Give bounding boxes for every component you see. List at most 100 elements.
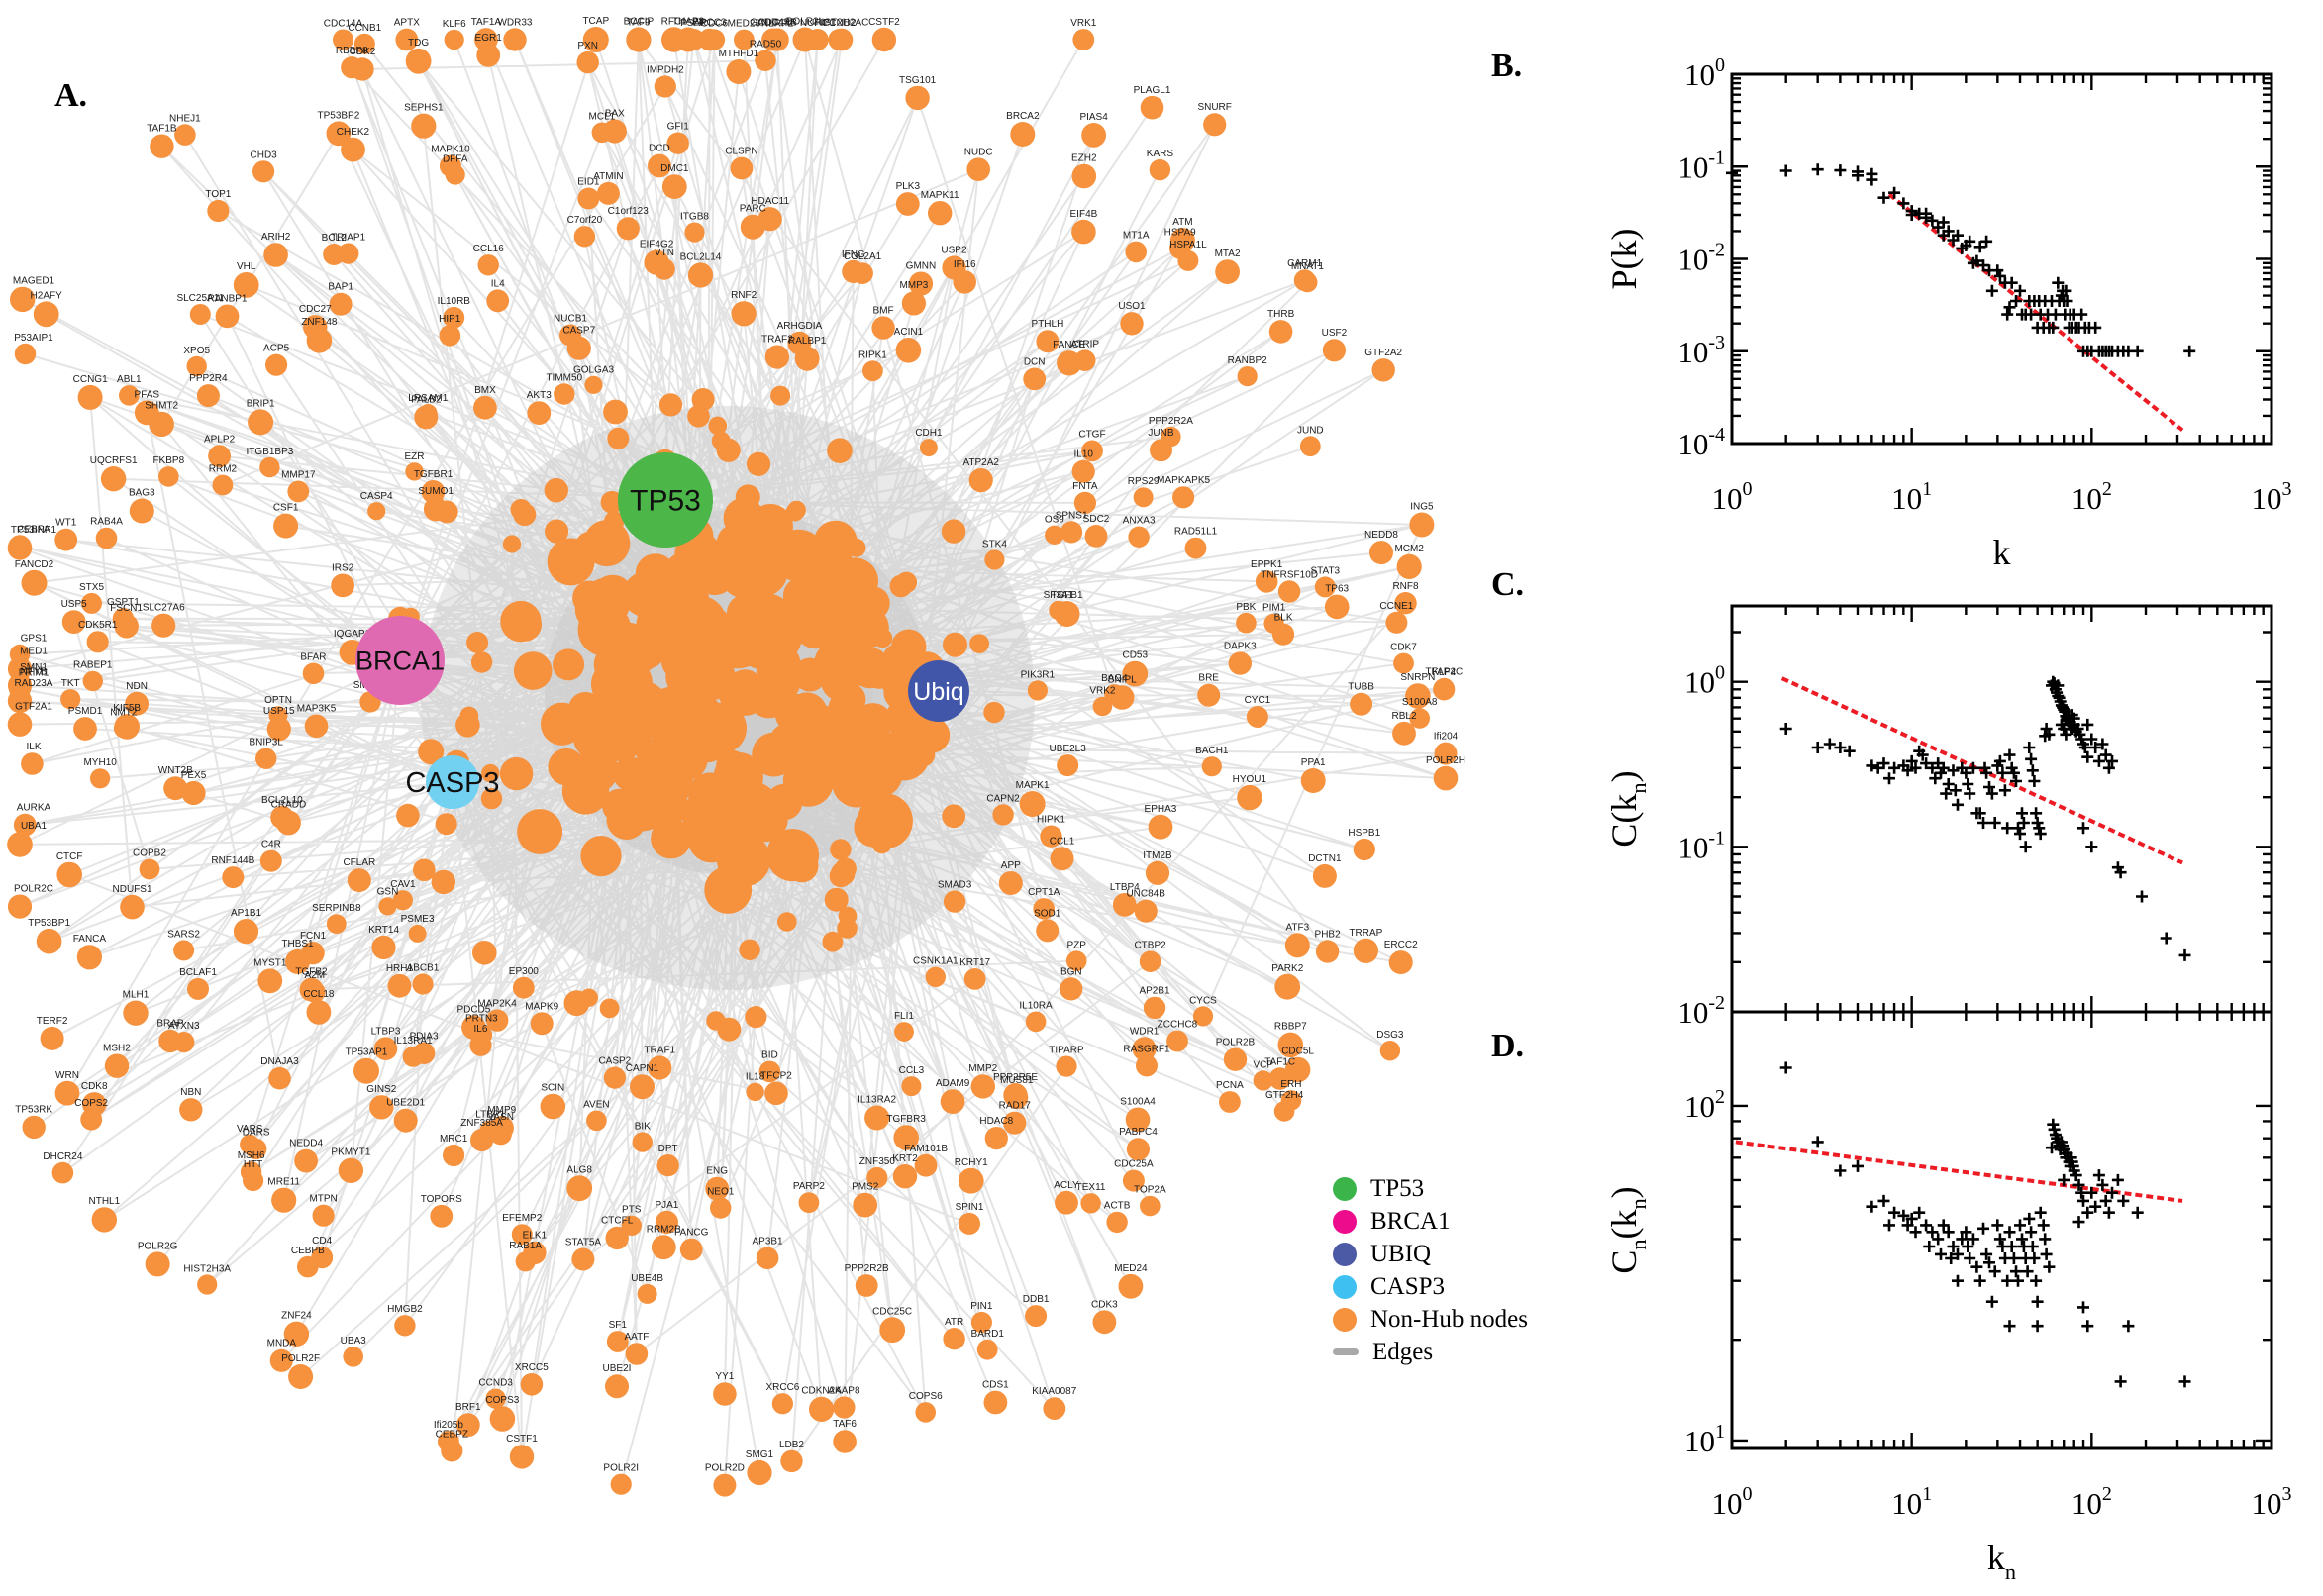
network-node — [755, 50, 776, 71]
network-node — [794, 346, 820, 371]
gene-label: DPT — [658, 1144, 678, 1154]
gene-label: JUNB — [1148, 428, 1173, 439]
network-node — [879, 1317, 906, 1344]
network-node — [54, 528, 78, 551]
network-node — [402, 1046, 424, 1067]
gene-label: NEDD4 — [289, 1139, 323, 1149]
network-node — [1385, 611, 1408, 634]
gene-label: TIPARP — [1049, 1046, 1084, 1056]
gene-label: KRT17 — [960, 957, 990, 968]
hub-brca1: BRCA1 — [355, 616, 445, 705]
gene-label: BGN — [1060, 966, 1082, 977]
network-node — [568, 691, 603, 727]
network-node — [301, 942, 325, 965]
gene-label: IL18 — [746, 1072, 765, 1083]
network-node — [554, 383, 575, 405]
network-node — [1393, 652, 1414, 674]
network-node — [1312, 863, 1337, 888]
network-node — [303, 315, 328, 340]
gene-label: XPO5 — [183, 346, 210, 356]
network-node — [1315, 940, 1340, 963]
gene-label: CTCF — [56, 851, 83, 862]
gene-label: STAT3 — [1310, 565, 1340, 576]
network-node — [726, 669, 764, 707]
gene-label: CSF1 — [273, 503, 299, 514]
gene-label: BRIP1 — [247, 398, 275, 409]
network-node — [758, 207, 782, 232]
gene-label: SOD1 — [1034, 908, 1061, 919]
gene-label: RBBP8 — [336, 46, 368, 56]
gene-label: FSCN1 — [110, 603, 143, 614]
network-node — [1033, 898, 1055, 920]
network-node — [477, 254, 499, 276]
network-node — [1223, 1047, 1248, 1071]
network-node — [13, 813, 37, 837]
network-node — [871, 316, 895, 340]
gene-label: CPT1A — [1028, 887, 1060, 898]
network-node — [833, 1396, 856, 1419]
network-node — [347, 868, 371, 893]
gene-label: ERH — [1280, 1079, 1301, 1090]
network-node — [472, 941, 497, 965]
network-node — [179, 1098, 203, 1122]
gene-label: BCL2 — [322, 233, 347, 244]
gene-label: SEPHS1 — [404, 103, 444, 114]
gene-label: NUFIP1 — [800, 18, 836, 29]
network-node — [983, 701, 1005, 724]
network-node — [288, 1364, 314, 1389]
network-node — [1043, 1397, 1066, 1420]
network-node — [1140, 95, 1164, 120]
tick-label: 102 — [1684, 1086, 1725, 1124]
node-swatch-icon — [1333, 1176, 1357, 1201]
gene-label: GSN — [377, 886, 399, 897]
gene-label: CD4 — [312, 1236, 332, 1247]
network-node — [21, 569, 48, 596]
network-node — [1277, 580, 1301, 603]
gene-label: VCP — [1253, 1059, 1273, 1070]
network-node — [455, 713, 480, 738]
gene-label: IL6 — [474, 1024, 488, 1035]
network-node — [571, 1247, 595, 1271]
network-node — [297, 1255, 319, 1278]
gene-label: PPP2R2B — [845, 1263, 889, 1274]
network-node — [577, 603, 632, 656]
tick-label: 103 — [2252, 478, 2292, 516]
network-node — [1219, 1091, 1241, 1113]
network-node — [925, 966, 946, 987]
gene-label: UQCRFS1 — [90, 455, 138, 466]
gene-label: AP1B1 — [231, 908, 262, 919]
network-node — [33, 301, 59, 328]
network-node — [1172, 486, 1195, 509]
network-node — [489, 1123, 512, 1146]
hub-label: Ubiq — [913, 678, 963, 706]
network-node — [1023, 367, 1047, 391]
network-node — [1109, 685, 1135, 710]
network-node — [208, 445, 232, 468]
network-node — [527, 401, 552, 425]
gene-label: ALG8 — [566, 1164, 592, 1175]
gene-label: RAD51L1 — [1174, 527, 1218, 538]
network-node — [654, 258, 675, 280]
network-node — [621, 635, 659, 673]
network-node — [1128, 526, 1150, 548]
network-node — [603, 1066, 627, 1089]
legend-label: Edges — [1372, 1338, 1434, 1365]
network-node — [1237, 366, 1258, 387]
network-node — [1274, 973, 1301, 1000]
gene-label: MNDA — [267, 1339, 297, 1349]
gene-label: UBE2I — [603, 1363, 632, 1374]
gene-label: DCN — [1024, 357, 1046, 368]
gene-label: CDS1 — [982, 1380, 1009, 1391]
gene-label: C7orf20 — [567, 215, 603, 226]
gene-label: CARM1 — [1287, 258, 1322, 269]
network-node — [7, 536, 33, 560]
gene-label: EFEMP2 — [502, 1213, 542, 1224]
network-node — [294, 1148, 318, 1173]
gene-label: TFAP2C — [1425, 667, 1463, 678]
gene-label: BNIP3L — [249, 738, 283, 748]
network-node — [197, 1274, 218, 1295]
network-node — [746, 1082, 764, 1102]
gene-label: CDC6 — [701, 18, 729, 29]
network-node — [893, 1125, 919, 1150]
network-node — [1353, 838, 1375, 861]
